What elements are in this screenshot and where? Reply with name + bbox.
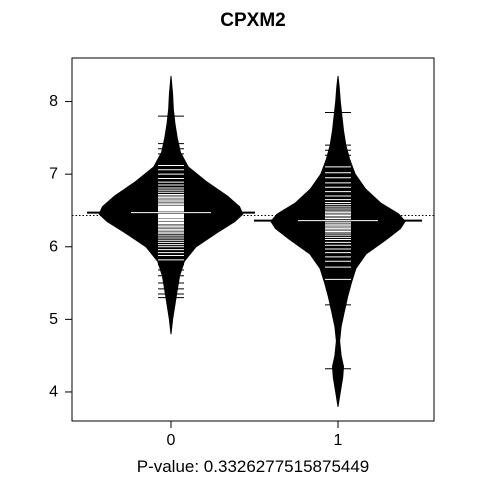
y-tick-label: 4 <box>49 383 58 400</box>
y-tick-label: 5 <box>49 311 58 328</box>
beans-layer <box>72 75 434 407</box>
x-axis-label: P-value: 0.3326277515875449 <box>137 457 370 476</box>
lines-layer <box>87 111 422 370</box>
chart-title: CPXM2 <box>220 10 285 31</box>
plot-frame <box>71 57 435 422</box>
y-tick-label: 8 <box>49 93 58 110</box>
x-tick-label: 1 <box>334 432 343 449</box>
axes-layer: 4 5 6 7 8 0 1 <box>49 57 435 449</box>
x-tick-label: 0 <box>167 432 176 449</box>
y-tick-label: 6 <box>49 238 58 255</box>
y-tick-label: 7 <box>49 166 58 183</box>
bean-shape-1 <box>270 75 406 407</box>
